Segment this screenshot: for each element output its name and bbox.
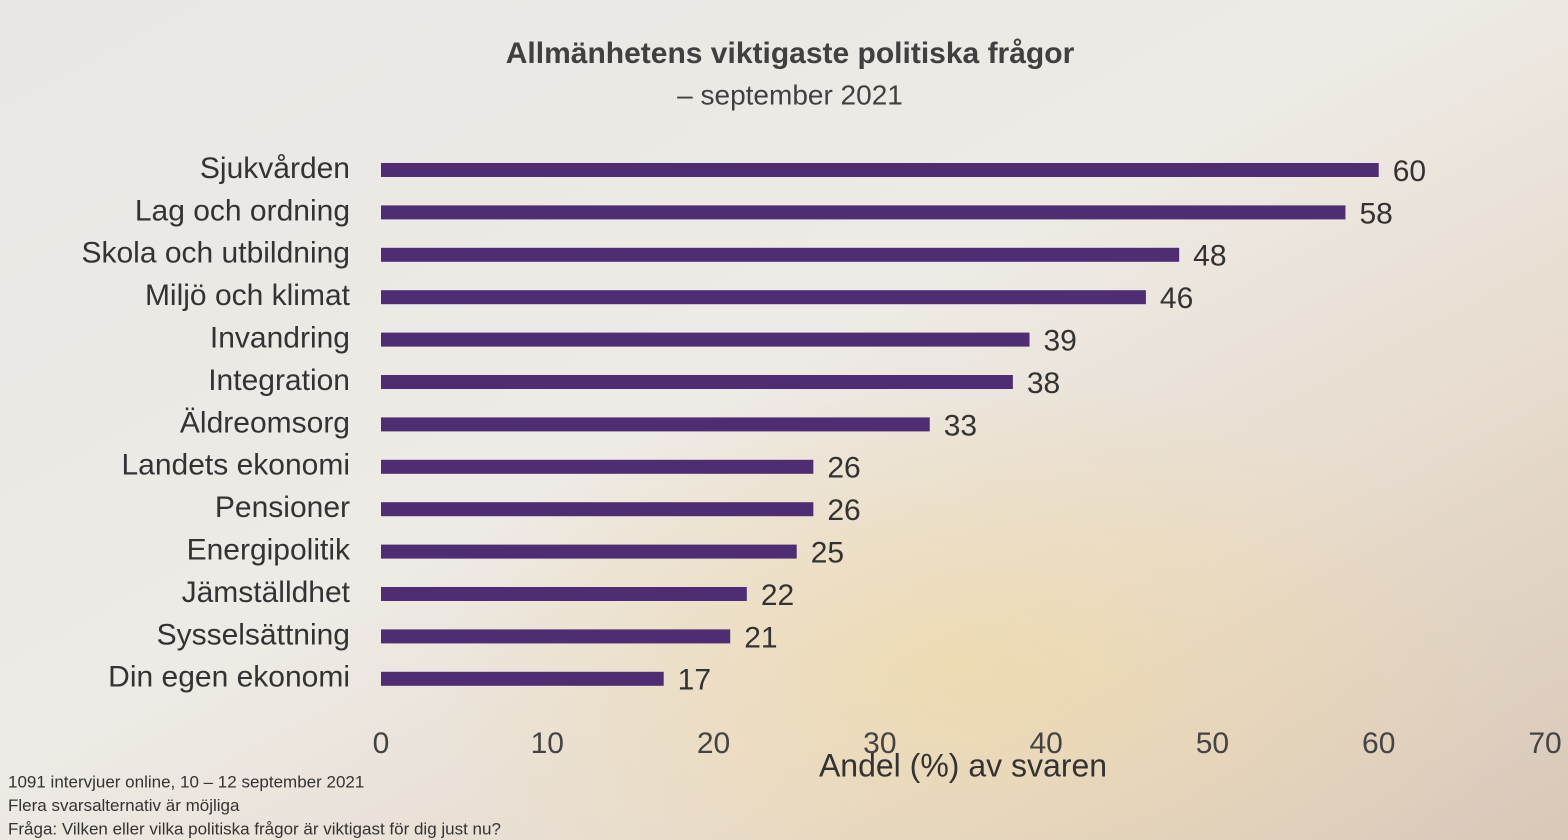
footnote: 1091 intervjuer online, 10 – 12 septembe… — [8, 772, 364, 791]
bar — [381, 544, 797, 559]
data-label: 17 — [678, 664, 711, 697]
bar — [381, 205, 1346, 220]
bar — [381, 629, 731, 644]
y-tick-label: Lag och ordning — [135, 194, 350, 227]
x-tick-label: 20 — [697, 727, 730, 760]
y-tick-label: Skola och utbildning — [81, 237, 350, 270]
y-tick-label: Energipolitik — [187, 534, 351, 567]
data-label: 25 — [811, 537, 844, 570]
bar — [381, 502, 814, 517]
y-tick-label: Sysselsättning — [157, 618, 350, 651]
y-tick-label: Din egen ekonomi — [108, 661, 350, 694]
x-tick-label: 60 — [1362, 727, 1395, 760]
x-axis-label: Andel (%) av svaren — [819, 747, 1107, 783]
data-label: 60 — [1393, 155, 1426, 188]
x-tick-label: 30 — [863, 727, 896, 760]
data-label: 58 — [1359, 197, 1392, 230]
data-label: 22 — [761, 579, 794, 612]
bar — [381, 375, 1013, 389]
x-tick-label: 0 — [373, 727, 390, 760]
bar — [381, 163, 1379, 177]
chart-title: Allmänhetens viktigaste politiska frågor — [506, 37, 1075, 70]
y-tick-label: Integration — [208, 364, 350, 397]
y-tick-label: Jämställdhet — [182, 576, 351, 609]
y-tick-label: Miljö och klimat — [145, 279, 351, 312]
y-tick-label: Pensioner — [215, 491, 350, 524]
x-tick-label: 70 — [1528, 727, 1561, 760]
data-label: 26 — [827, 452, 860, 485]
data-label: 33 — [944, 409, 977, 442]
x-tick-label: 40 — [1029, 727, 1062, 760]
data-label: 39 — [1044, 325, 1077, 358]
bar — [381, 417, 930, 432]
bar — [381, 459, 814, 474]
y-tick-label: Sjukvården — [200, 152, 350, 185]
y-tick-label: Landets ekonomi — [122, 449, 351, 482]
y-tick-label: Äldreomsorg — [180, 406, 350, 439]
x-tick-label: 50 — [1196, 727, 1229, 760]
bar — [381, 332, 1030, 347]
bar — [381, 587, 747, 601]
chart-subtitle: – september 2021 — [677, 79, 903, 110]
bar — [381, 247, 1180, 262]
footnote: Fråga: Vilken eller vilka politiska fråg… — [8, 819, 501, 838]
footnote: Flera svarsalternativ är möjliga — [8, 796, 240, 815]
y-tick-label: Invandring — [210, 322, 350, 355]
data-label: 46 — [1160, 282, 1193, 315]
data-label: 21 — [744, 621, 777, 654]
x-tick-label: 10 — [531, 727, 564, 760]
bar — [381, 290, 1146, 305]
data-label: 26 — [827, 494, 860, 527]
data-label: 48 — [1193, 240, 1226, 273]
bar — [381, 671, 664, 686]
data-label: 38 — [1027, 367, 1060, 400]
